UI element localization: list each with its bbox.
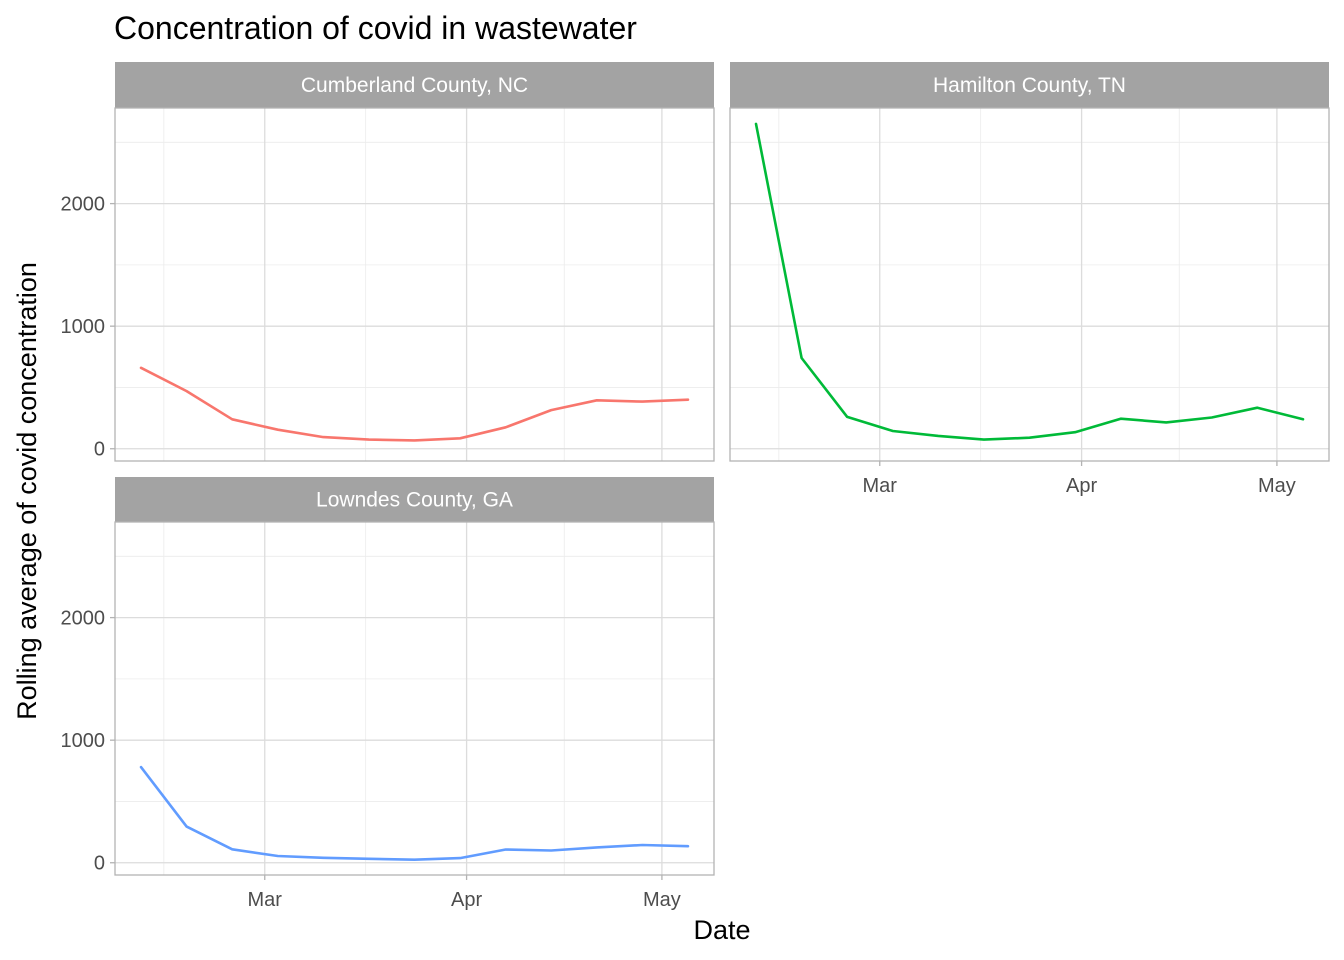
x-tick-label: Apr: [1066, 475, 1097, 497]
x-tick-label: May: [643, 889, 681, 911]
x-tick-label: Mar: [248, 889, 283, 911]
y-tick-label: 1000: [61, 316, 106, 338]
facet-panel: Cumberland County, NC 0 1000 2000: [61, 62, 715, 462]
facet-strip: [115, 62, 714, 108]
y-tick-label: 2000: [61, 194, 106, 216]
panel-border: [114, 521, 715, 876]
facet-panel: Hamilton County, TN Mar Apr May: [729, 62, 1330, 497]
panel-border: [729, 107, 1330, 462]
y-axis-title: Rolling average of covid concentration: [12, 262, 42, 720]
series-line: [754, 122, 1305, 441]
facet-strip: [115, 477, 714, 522]
facet-strip: [730, 62, 1329, 108]
x-tick-label: Mar: [863, 475, 898, 497]
y-tick-label: 2000: [61, 608, 106, 630]
x-axis-title: Date: [693, 915, 750, 945]
facet-strip-label: Hamilton County, TN: [933, 74, 1126, 97]
panel-border: [114, 107, 715, 462]
series-line: [139, 765, 690, 862]
y-tick-label: 0: [94, 439, 105, 461]
y-tick-label: 1000: [61, 730, 106, 752]
facet-strip-label: Lowndes County, GA: [316, 489, 513, 512]
facet-panel: Lowndes County, GA 0 1000 2000 Mar Apr May: [61, 477, 715, 911]
series-line: [139, 366, 690, 442]
y-tick-label: 0: [94, 853, 105, 875]
x-tick-label: Apr: [451, 889, 482, 911]
chart-title: Concentration of covid in wastewater: [114, 10, 637, 46]
facet-panels: Cumberland County, NC 0 1000 2000 Hamilton C…: [61, 62, 1330, 911]
facet-strip-label: Cumberland County, NC: [301, 74, 528, 97]
x-tick-label: May: [1258, 475, 1296, 497]
